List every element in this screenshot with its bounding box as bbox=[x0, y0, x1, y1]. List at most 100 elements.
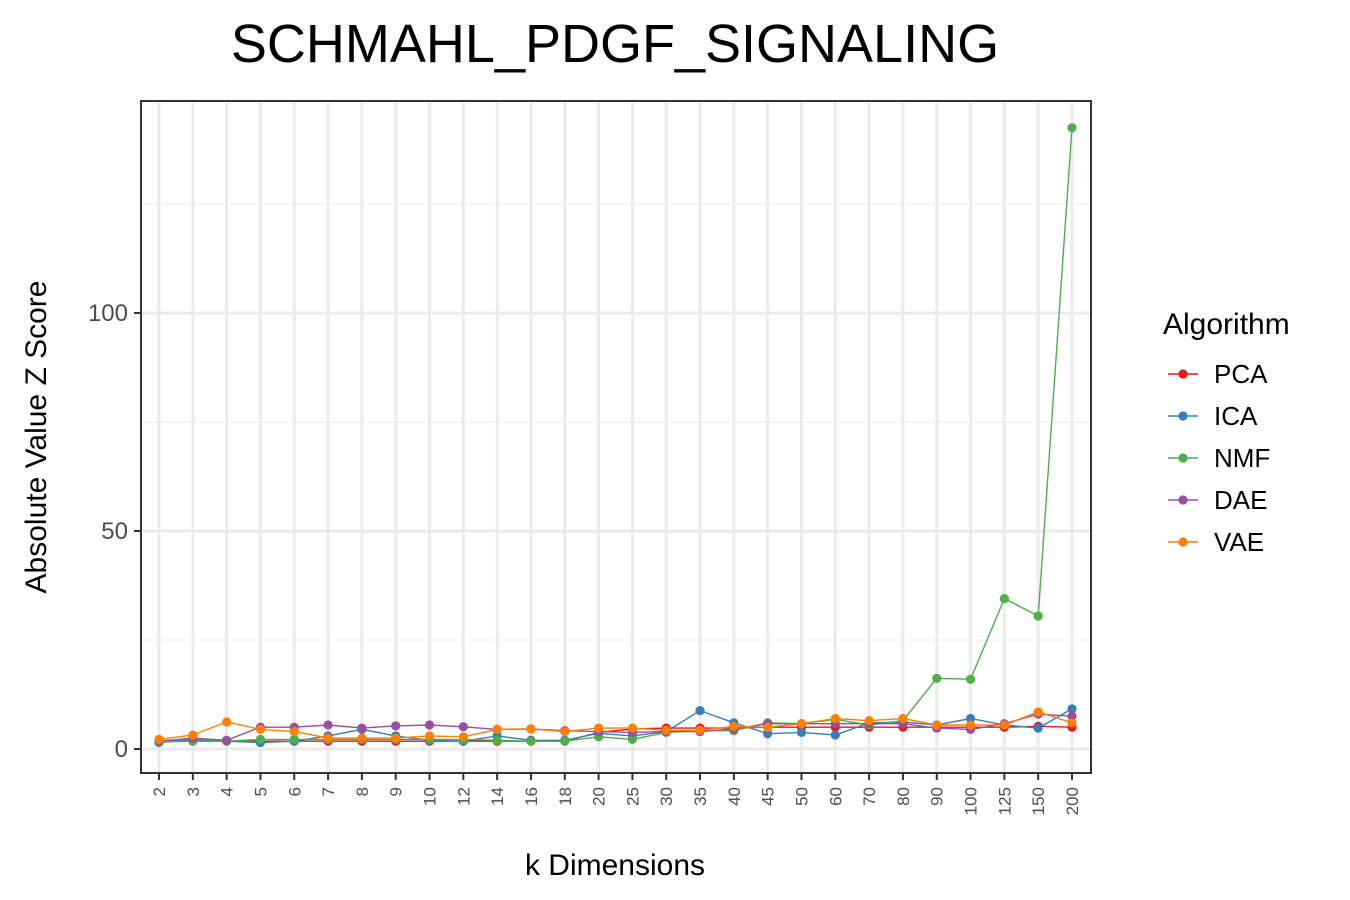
data-point-vae bbox=[154, 734, 164, 745]
data-point-dae bbox=[323, 720, 333, 730]
x-axis: 2 3 4 5 6 7 8 9 10 12 14 16 18 20 25 30 35 40 45 50 60 70 80 90… bbox=[150, 773, 1082, 815]
legend-item-dae: DAE bbox=[1168, 485, 1267, 515]
data-point-vae bbox=[965, 720, 976, 730]
data-point-nmf bbox=[999, 593, 1009, 604]
data-point-nmf bbox=[1033, 611, 1043, 621]
data-point-ica bbox=[796, 727, 807, 738]
x-tick-label: 18 bbox=[556, 787, 575, 806]
data-point-vae bbox=[323, 733, 333, 743]
data-point-dae bbox=[1067, 711, 1077, 721]
data-point-ica bbox=[965, 713, 976, 724]
plot-panel bbox=[141, 101, 1091, 773]
data-point-vae bbox=[289, 726, 299, 737]
legend-item-nmf: NMF bbox=[1168, 443, 1270, 473]
data-point-ica bbox=[695, 706, 705, 716]
data-point-vae bbox=[830, 713, 840, 724]
legend-label: PCA bbox=[1214, 359, 1268, 389]
y-tick-label: 50 bbox=[101, 518, 128, 545]
legend-item-vae: VAE bbox=[1168, 527, 1264, 557]
legend-key-point bbox=[1178, 369, 1188, 379]
x-tick-label: 6 bbox=[285, 787, 304, 796]
x-tick-label: 20 bbox=[590, 787, 609, 806]
series-line-ica bbox=[158, 708, 1073, 744]
legend-item-pca: PCA bbox=[1168, 359, 1268, 389]
legend-item-ica: ICA bbox=[1168, 401, 1258, 431]
y-tick-label: 100 bbox=[88, 300, 128, 327]
legend-label: ICA bbox=[1214, 401, 1258, 431]
data-point-nmf bbox=[492, 735, 502, 745]
data-point-ica bbox=[830, 730, 840, 740]
legend-label: NMF bbox=[1214, 443, 1270, 473]
data-point-vae bbox=[526, 724, 536, 734]
legend-label: VAE bbox=[1214, 527, 1264, 557]
data-point-dae bbox=[357, 723, 367, 733]
x-tick-label: 40 bbox=[725, 787, 744, 806]
data-point-vae bbox=[729, 721, 739, 731]
data-point-vae bbox=[763, 722, 773, 732]
data-point-nmf bbox=[560, 736, 570, 746]
series-line-nmf bbox=[158, 127, 1073, 743]
series-vae bbox=[154, 707, 1077, 745]
data-point-vae bbox=[424, 731, 435, 741]
data-point-vae bbox=[188, 730, 198, 740]
x-tick-label: 125 bbox=[995, 787, 1014, 815]
data-point-vae bbox=[492, 724, 502, 734]
x-tick-label: 8 bbox=[353, 787, 372, 796]
data-point-vae bbox=[391, 733, 401, 743]
data-point-nmf bbox=[932, 673, 942, 683]
x-tick-label: 30 bbox=[657, 787, 676, 806]
data-point-nmf bbox=[965, 674, 976, 684]
data-point-nmf bbox=[526, 736, 536, 746]
data-point-vae bbox=[458, 732, 468, 742]
legend: Algorithm PCA ICA NMF DAE VAE bbox=[1163, 308, 1290, 557]
x-tick-label: 45 bbox=[759, 787, 778, 806]
series-line-dae bbox=[158, 713, 1073, 742]
data-point-nmf bbox=[289, 734, 299, 745]
y-tick-label: 0 bbox=[115, 736, 128, 763]
data-point-vae bbox=[864, 716, 874, 726]
data-point-vae bbox=[796, 719, 807, 729]
x-tick-label: 9 bbox=[387, 787, 406, 796]
x-tick-label: 2 bbox=[150, 787, 169, 796]
x-tick-label: 25 bbox=[623, 787, 642, 806]
data-point-dae bbox=[222, 735, 232, 745]
x-tick-label: 12 bbox=[454, 787, 473, 806]
data-point-ica bbox=[1033, 723, 1043, 733]
x-tick-label: 16 bbox=[522, 787, 541, 806]
data-point-ica bbox=[763, 729, 773, 739]
y-axis-title: Absolute Value Z Score bbox=[20, 281, 53, 594]
x-tick-label: 90 bbox=[928, 787, 947, 806]
x-tick-label: 80 bbox=[894, 787, 913, 806]
x-tick-label: 4 bbox=[218, 787, 237, 796]
x-tick-label: 150 bbox=[1029, 787, 1048, 815]
data-point-dae bbox=[391, 721, 401, 731]
legend-key-point bbox=[1178, 537, 1188, 547]
legend-label: DAE bbox=[1214, 485, 1267, 515]
legend-key-point bbox=[1178, 453, 1188, 463]
x-axis-title: k Dimensions bbox=[525, 849, 705, 882]
x-tick-label: 3 bbox=[184, 787, 203, 796]
data-point-vae bbox=[898, 713, 908, 724]
data-point-vae bbox=[932, 720, 942, 730]
series-layer bbox=[154, 123, 1077, 748]
data-point-dae bbox=[424, 720, 435, 730]
x-tick-label: 200 bbox=[1063, 787, 1082, 815]
data-point-vae bbox=[695, 725, 705, 735]
legend-key-point bbox=[1178, 495, 1188, 505]
data-point-vae bbox=[627, 723, 638, 733]
x-tick-label: 60 bbox=[826, 787, 845, 806]
data-point-vae bbox=[255, 724, 266, 734]
data-point-nmf bbox=[255, 734, 266, 745]
plot-panel-border bbox=[140, 100, 1092, 774]
data-point-vae bbox=[560, 726, 570, 737]
data-point-vae bbox=[1033, 707, 1043, 717]
data-point-nmf bbox=[627, 734, 638, 745]
legend-key-point bbox=[1178, 411, 1188, 421]
data-point-ica bbox=[1067, 704, 1077, 714]
y-axis: 0 50 100 bbox=[88, 300, 141, 763]
data-point-vae bbox=[222, 717, 232, 727]
data-point-dae bbox=[458, 722, 468, 732]
x-tick-label: 5 bbox=[251, 787, 270, 796]
x-tick-label: 50 bbox=[792, 787, 811, 806]
